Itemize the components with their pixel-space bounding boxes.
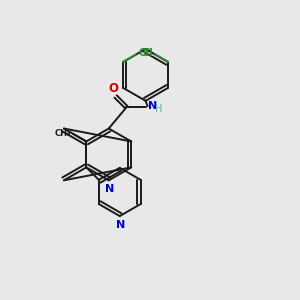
Text: H: H bbox=[155, 104, 162, 114]
Text: Cl: Cl bbox=[142, 48, 153, 59]
Text: O: O bbox=[108, 82, 118, 95]
Text: CH₃: CH₃ bbox=[55, 129, 71, 138]
Text: N: N bbox=[105, 184, 114, 194]
Text: N: N bbox=[148, 101, 157, 111]
Text: Cl: Cl bbox=[138, 48, 149, 59]
Text: N: N bbox=[116, 220, 125, 230]
